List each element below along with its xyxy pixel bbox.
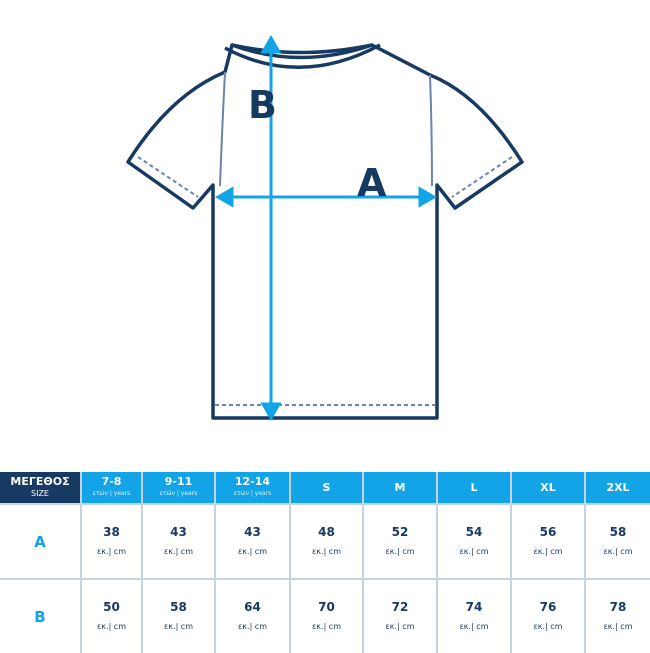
size-header: 2XL xyxy=(584,472,650,504)
measurement-cell: 52 εκ.| cm xyxy=(362,503,437,579)
measurement-cell: 58 εκ.| cm xyxy=(141,578,215,653)
size-chart-table: ΜΕΓΕΘΟΣ SIZE 7-8 ετών | years 9-11 ετών | ye… xyxy=(0,472,650,653)
size-header: M xyxy=(362,472,437,504)
measurement-cell: 58 εκ.| cm xyxy=(584,503,650,579)
measurement-cell: 78 εκ.| cm xyxy=(584,578,650,653)
shirt-outline xyxy=(126,43,524,420)
corner-header: ΜΕΓΕΘΟΣ SIZE xyxy=(0,472,81,504)
measurement-cell: 74 εκ.| cm xyxy=(436,578,511,653)
measurement-cell: 43 εκ.| cm xyxy=(214,503,290,579)
size-header: 9-11 ετών | years xyxy=(141,472,215,504)
measurement-cell: 56 εκ.| cm xyxy=(510,503,585,579)
row-label: B xyxy=(0,578,81,653)
measurement-cell: 48 εκ.| cm xyxy=(289,503,363,579)
measurement-cell: 64 εκ.| cm xyxy=(214,578,290,653)
label-a: A xyxy=(357,161,387,205)
size-header: 12-14 ετών | years xyxy=(214,472,290,504)
row-label: A xyxy=(0,503,81,579)
measurement-cell: 76 εκ.| cm xyxy=(510,578,585,653)
measurement-cell: 72 εκ.| cm xyxy=(362,578,437,653)
header-row: ΜΕΓΕΘΟΣ SIZE 7-8 ετών | years 9-11 ετών | ye… xyxy=(0,472,650,504)
size-header: 7-8 ετών | years xyxy=(80,472,142,504)
size-header: L xyxy=(436,472,511,504)
size-header: S xyxy=(289,472,363,504)
table-row: A 38 εκ.| cm 43 εκ.| cm 43 εκ.| cm 48 εκ.| cm 52 ε… xyxy=(0,503,650,579)
label-b: B xyxy=(248,83,277,127)
measurement-cell: 70 εκ.| cm xyxy=(289,578,363,653)
size-header: XL xyxy=(510,472,585,504)
collar xyxy=(224,43,381,69)
measurement-cell: 54 εκ.| cm xyxy=(436,503,511,579)
measurement-cell: 43 εκ.| cm xyxy=(141,503,215,579)
measurement-cell: 38 εκ.| cm xyxy=(80,503,142,579)
measurement-cell: 50 εκ.| cm xyxy=(80,578,142,653)
table-row: B 50 εκ.| cm 58 εκ.| cm 64 εκ.| cm 70 εκ.| cm 72 ε… xyxy=(0,578,650,653)
tshirt-diagram: B A xyxy=(126,34,524,422)
